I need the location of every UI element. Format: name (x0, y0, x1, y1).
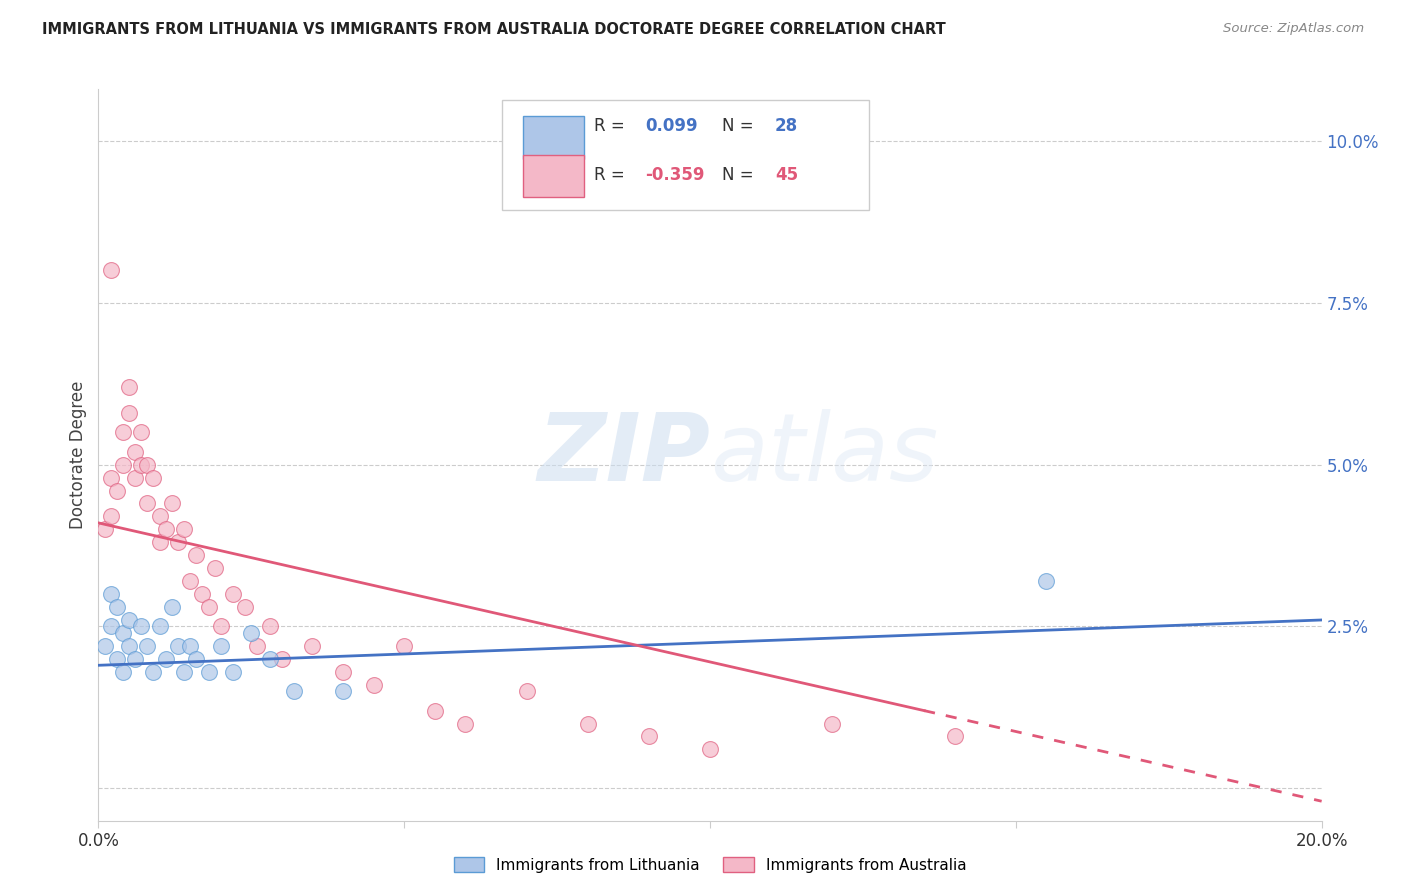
Point (118, 613, 141, 627)
Point (576, 716, 599, 731)
Point (179, 574, 201, 589)
Point (186, 548, 208, 562)
Text: R =: R = (593, 166, 630, 184)
Point (246, 639, 269, 653)
Point (332, 684, 354, 698)
Point (222, 665, 245, 679)
Point (100, 619, 122, 633)
Text: N =: N = (723, 117, 759, 135)
Point (100, 587, 122, 601)
Point (105, 483, 128, 498)
Text: IMMIGRANTS FROM LITHUANIA VS IMMIGRANTS FROM AUSTRALIA DOCTORATE DEGREE CORRELAT: IMMIGRANTS FROM LITHUANIA VS IMMIGRANTS … (42, 22, 946, 37)
Point (111, 665, 134, 679)
Point (93, 522, 115, 536)
Y-axis label: Doctorate Degree: Doctorate Degree (69, 381, 87, 529)
Point (943, 730, 966, 744)
Point (283, 684, 305, 698)
Point (160, 496, 183, 510)
Point (93, 639, 115, 653)
Point (142, 665, 165, 679)
Point (332, 665, 354, 679)
Point (222, 587, 245, 601)
Point (105, 600, 128, 615)
Text: atlas: atlas (710, 409, 938, 500)
Point (149, 509, 172, 524)
Point (136, 496, 159, 510)
Point (186, 652, 208, 666)
Point (423, 704, 446, 718)
Point (209, 639, 232, 653)
Point (155, 652, 177, 666)
Point (197, 600, 219, 615)
Legend: Immigrants from Lithuania, Immigrants from Australia: Immigrants from Lithuania, Immigrants fr… (447, 851, 973, 879)
Text: R =: R = (593, 117, 630, 135)
Point (191, 587, 214, 601)
Point (699, 742, 721, 756)
Point (167, 639, 190, 653)
Point (100, 263, 122, 277)
Point (111, 425, 134, 440)
Point (173, 522, 195, 536)
Text: ZIP: ZIP (537, 409, 710, 501)
Text: Source: ZipAtlas.com: Source: ZipAtlas.com (1223, 22, 1364, 36)
Point (363, 678, 385, 692)
Point (259, 652, 281, 666)
Point (821, 716, 844, 731)
Text: 28: 28 (775, 117, 799, 135)
Point (637, 730, 661, 744)
Point (160, 600, 183, 615)
Point (240, 626, 263, 640)
Text: 45: 45 (775, 166, 799, 184)
Point (105, 652, 128, 666)
Point (124, 470, 146, 484)
Point (111, 458, 134, 472)
Point (136, 458, 159, 472)
Point (100, 470, 122, 484)
Point (233, 600, 256, 615)
Point (392, 639, 416, 653)
Point (516, 684, 538, 698)
Point (100, 509, 122, 524)
Point (270, 652, 292, 666)
Point (197, 665, 219, 679)
Point (209, 619, 232, 633)
Point (124, 444, 146, 458)
FancyBboxPatch shape (502, 100, 869, 210)
Point (155, 522, 177, 536)
Point (136, 639, 159, 653)
Point (149, 619, 172, 633)
Point (111, 626, 134, 640)
Point (124, 652, 146, 666)
Point (142, 470, 165, 484)
Point (129, 619, 152, 633)
Point (129, 425, 152, 440)
Point (149, 535, 172, 549)
Text: 0.099: 0.099 (645, 117, 697, 135)
FancyBboxPatch shape (523, 155, 583, 197)
FancyBboxPatch shape (523, 116, 583, 159)
Point (167, 535, 190, 549)
Point (259, 619, 281, 633)
Point (173, 665, 195, 679)
Point (301, 639, 323, 653)
Text: N =: N = (723, 166, 759, 184)
Point (129, 458, 152, 472)
Point (1035, 574, 1057, 589)
Point (118, 639, 141, 653)
Point (179, 639, 201, 653)
Text: -0.359: -0.359 (645, 166, 704, 184)
Point (118, 380, 141, 394)
Point (204, 561, 226, 575)
Point (454, 716, 477, 731)
Point (118, 406, 141, 420)
